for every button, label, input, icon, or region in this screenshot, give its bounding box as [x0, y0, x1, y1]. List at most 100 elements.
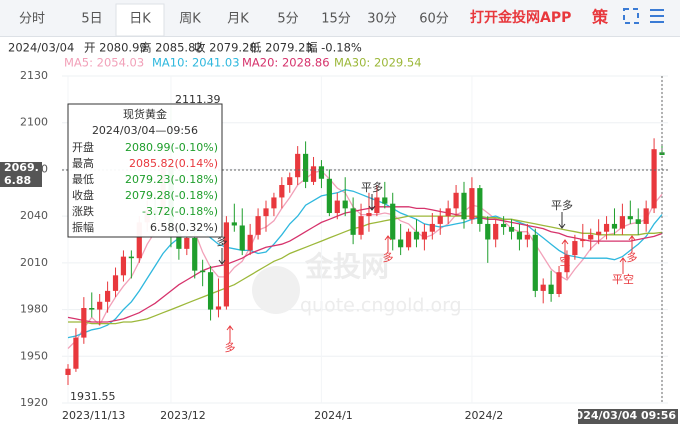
candle-body [231, 222, 237, 226]
tooltip-value: 2079.23(-0.18%) [125, 173, 218, 186]
info-text: 高 2085.82 [140, 41, 203, 55]
candle-body [516, 231, 523, 240]
candle-body [619, 216, 625, 229]
tab[interactable]: 5日 [81, 12, 102, 27]
x-tick-label: 2024/2 [465, 409, 504, 422]
candle-body [350, 208, 356, 235]
x-highlight [578, 409, 678, 424]
candle-body [596, 231, 602, 235]
candle-body [176, 233, 182, 249]
candle-body [374, 197, 380, 214]
candle-body [334, 200, 340, 214]
candle-body [303, 153, 309, 182]
candle-body [200, 270, 206, 273]
crosshair-label: 2069. [4, 161, 39, 174]
candle-body [120, 256, 127, 276]
fullscreen-icon[interactable] [623, 8, 639, 24]
watermark: 金投网 [304, 250, 389, 283]
candle-body [580, 239, 586, 242]
candle-body [287, 177, 293, 185]
candle-body [532, 234, 538, 291]
info-text: 收 2079.28 [194, 41, 257, 55]
candle-body [469, 188, 475, 220]
info-text: 幅 -0.18% [306, 41, 362, 55]
info-text: 低 2079.23 [250, 41, 313, 55]
signal-arrow [561, 239, 569, 256]
candle-body [279, 185, 285, 198]
candle-body [390, 203, 396, 240]
settings-icon[interactable] [650, 9, 664, 23]
signal-label: 空 [560, 254, 571, 268]
candle-body [136, 222, 142, 259]
legend-entry: MA30: 2029.54 [334, 56, 422, 70]
signal-arrow [628, 235, 636, 252]
y-tick-label: 2130 [20, 69, 48, 82]
strategy-button[interactable]: 策 [591, 8, 609, 27]
candle-body [556, 272, 562, 294]
candle-body [398, 239, 404, 248]
candle-body [295, 153, 301, 178]
candle-body [112, 275, 119, 291]
y-tick-label: 1920 [20, 396, 48, 409]
signal-label: 多 [627, 250, 638, 264]
x-tick-label: 2023/11/13 [62, 409, 125, 422]
candle-body [366, 213, 372, 217]
candle-body [89, 308, 95, 310]
x-tick-label: 2023/12 [160, 409, 206, 422]
candle-body [540, 284, 546, 291]
tab[interactable]: 月K [227, 12, 249, 27]
tab[interactable]: 分时 [19, 12, 45, 27]
y-tick-label: 2100 [20, 116, 48, 129]
tab[interactable]: 日K [129, 12, 151, 27]
signal-label: 平多 [551, 198, 573, 212]
tab-bar [0, 0, 680, 36]
signal-label: 平多 [361, 180, 383, 194]
tooltip-box [67, 103, 223, 238]
signal-arrow [558, 212, 566, 229]
watermark-logo [252, 266, 300, 314]
ma-line [67, 189, 663, 339]
signal-arrow [619, 257, 627, 274]
candle-body [318, 166, 325, 179]
tooltip-value: -3.72(-0.18%) [142, 205, 218, 218]
candle-body [493, 223, 499, 240]
signal-label: 多 [383, 250, 394, 264]
candle-body [453, 192, 459, 209]
legend-entry: MA20: 2028.86 [242, 56, 330, 70]
candle-body [326, 178, 332, 214]
candle-body [421, 231, 427, 240]
candle-body [548, 284, 554, 294]
candle-body [192, 237, 198, 271]
candle-body [413, 231, 420, 240]
candle-body [635, 219, 641, 224]
tab[interactable]: 30分 [367, 12, 397, 27]
candle-body [643, 208, 649, 224]
signal-label: 多 [225, 340, 236, 354]
candle-body [184, 237, 190, 249]
tab[interactable]: 60分 [419, 12, 449, 27]
candle-body [271, 197, 277, 209]
candle-body [247, 234, 253, 251]
tooltip-label: 振幅 [72, 220, 94, 234]
max-label: 2111.39 [175, 93, 221, 106]
candle-body [342, 200, 348, 209]
candle-body [382, 197, 388, 204]
tab[interactable]: 15分 [321, 12, 351, 27]
tab[interactable]: 5分 [277, 12, 298, 27]
legend-entry: MA5: 2054.03 [64, 56, 144, 70]
candle-body [572, 241, 578, 256]
candle-body [358, 216, 364, 235]
signal-arrow [368, 194, 376, 211]
legend-entry: MA10: 2041.03 [152, 56, 240, 70]
brand[interactable]: 打开金投网APP [470, 9, 571, 26]
tooltip-label: 开盘 [72, 140, 94, 154]
tooltip-label: 最高 [72, 156, 94, 170]
candle-body [485, 223, 491, 240]
tab-divider [0, 36, 680, 37]
signal-arrow [226, 325, 234, 342]
tab[interactable]: 周K [179, 12, 201, 27]
info-text: 2024/03/04 [8, 41, 74, 55]
candle-body [508, 227, 515, 232]
y-tick-label: 2010 [20, 256, 48, 269]
